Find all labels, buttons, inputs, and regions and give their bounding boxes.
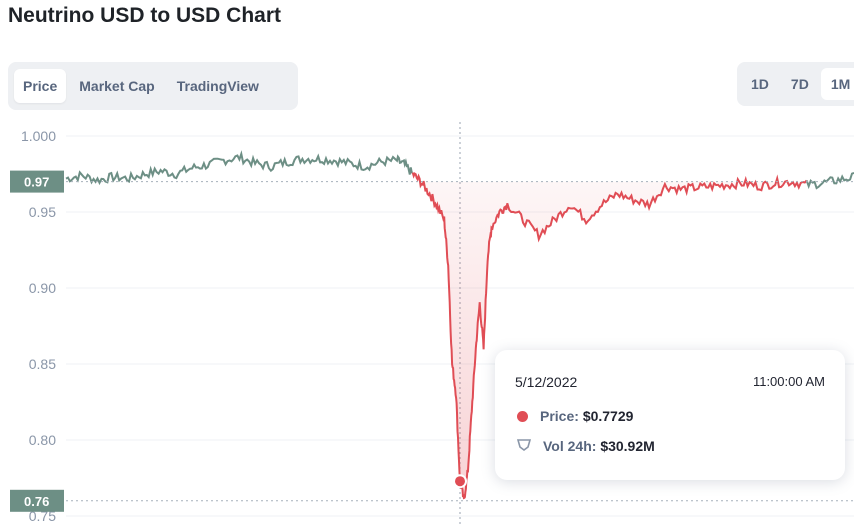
price-dot-icon	[517, 410, 528, 422]
reference-badge	[10, 489, 64, 512]
tooltip-price-label: Price:	[540, 408, 579, 424]
range-1m[interactable]: 1M	[820, 68, 854, 100]
page-title: Neutrino USD to USD Chart	[8, 4, 281, 27]
range-1d[interactable]: 1D	[751, 76, 769, 92]
price-chart[interactable]: 1.000 0.95 0.90 0.85 0.80 0.75 0.97 0.76	[0, 118, 854, 526]
volume-shield-icon	[516, 438, 532, 454]
chart-tooltip: 5/12/2022 11:00:00 AM Price: $0.7729 Vol…	[495, 350, 845, 480]
tooltip-price-value: $0.7729	[582, 408, 634, 424]
highlight-point	[453, 474, 467, 489]
range-7d[interactable]: 7D	[790, 76, 809, 92]
series-line-below	[411, 172, 808, 500]
y-tick-label: 0.85	[29, 356, 56, 372]
reference-badge-label: 0.97	[24, 175, 49, 190]
y-tick-label: 0.95	[29, 204, 56, 220]
tooltip-time: 11:00:00 AM	[752, 374, 825, 389]
tab-market-cap[interactable]: Market Cap	[79, 78, 155, 94]
y-tick-label: 0.80	[29, 432, 56, 448]
tab-price[interactable]: Price	[14, 69, 67, 103]
dip-area	[412, 181, 807, 498]
tooltip-volume-row: Vol 24h: $30.92M	[516, 438, 655, 454]
chart-tab-group: Price Market Cap TradingView	[8, 62, 298, 110]
y-tick-label: 1.000	[21, 128, 56, 144]
y-tick-label: 0.90	[29, 280, 56, 296]
reference-badge-label: 0.76	[24, 494, 49, 509]
series-line-above	[65, 150, 413, 186]
reference-badge	[10, 170, 64, 193]
tooltip-date: 5/12/2022	[515, 374, 578, 390]
tooltip-price-row: Price: $0.7729	[517, 408, 633, 424]
time-range-group: 1D 7D 1M	[737, 62, 854, 106]
tab-tradingview[interactable]: TradingView	[176, 78, 259, 94]
tooltip-volume-value: $30.92M	[600, 438, 655, 454]
tooltip-volume-label: Vol 24h:	[543, 438, 597, 454]
series-line-above-recovery	[805, 171, 854, 190]
y-tick-label: 0.75	[29, 508, 56, 524]
